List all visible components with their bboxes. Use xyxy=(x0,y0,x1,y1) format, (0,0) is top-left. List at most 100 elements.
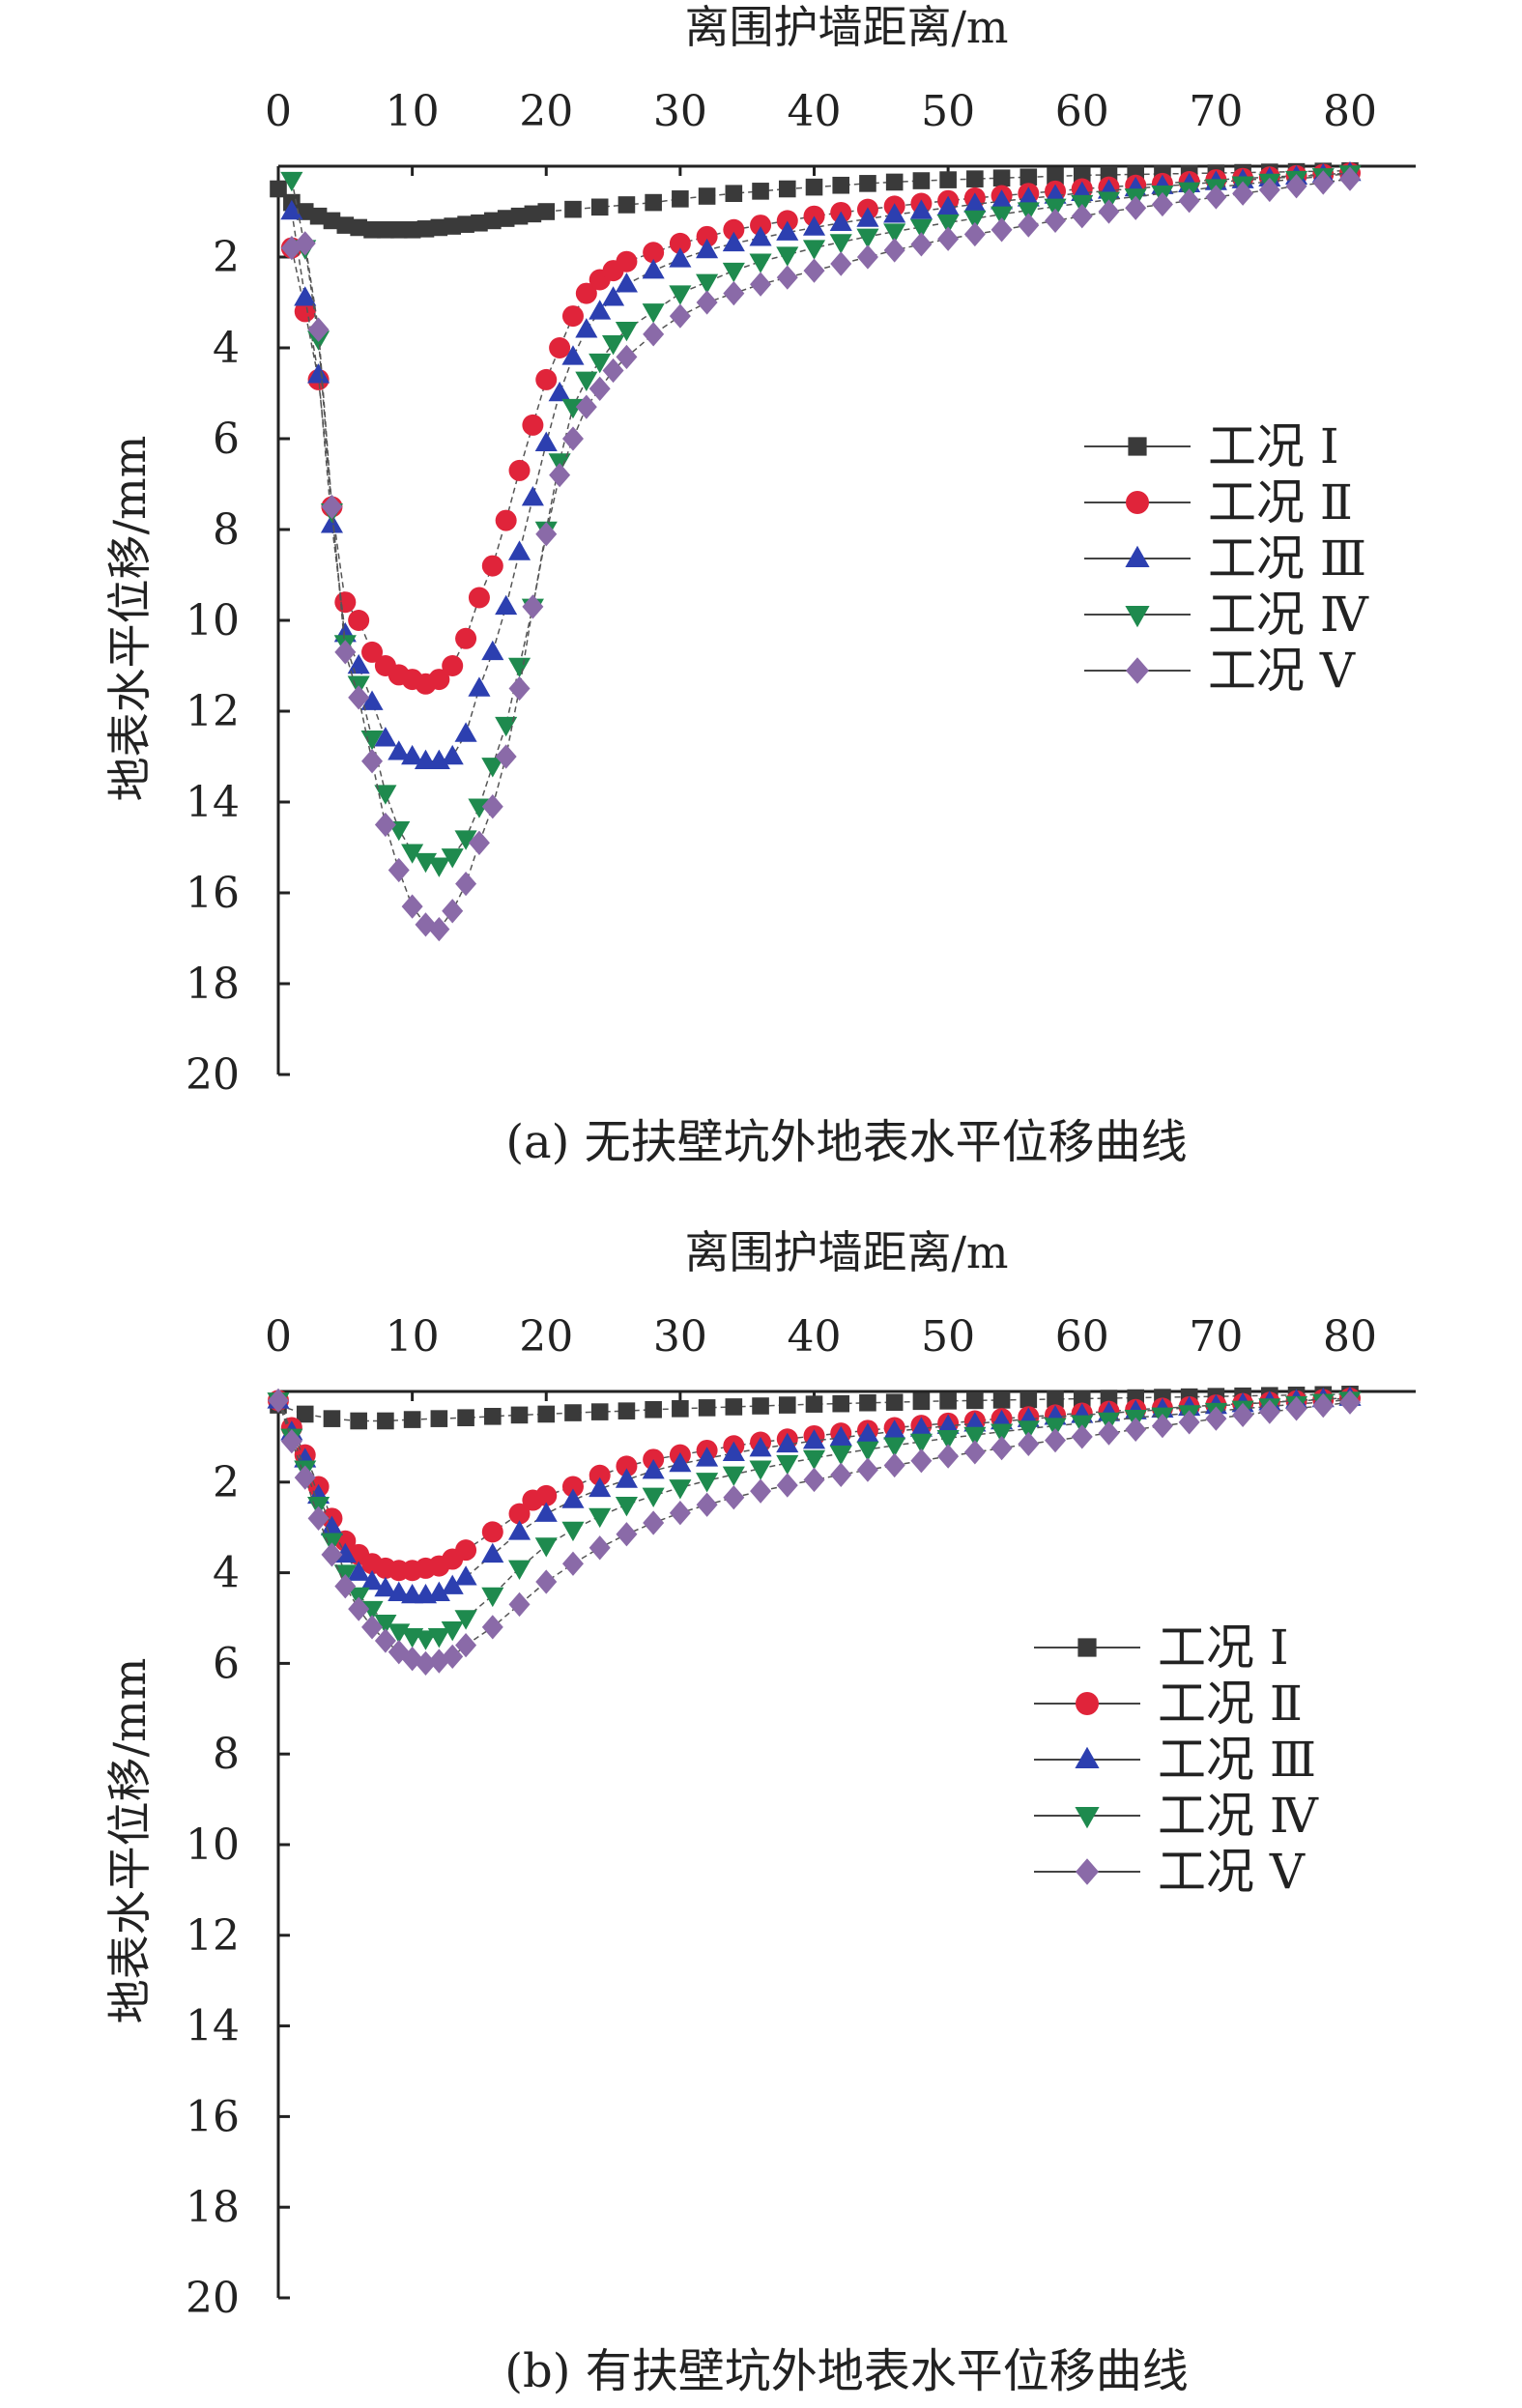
legend-label: 工况 Ⅲ xyxy=(1158,1732,1316,1788)
data-point xyxy=(912,1392,931,1411)
legend-item: 工况 Ⅱ xyxy=(1084,474,1353,530)
data-point xyxy=(508,675,531,702)
data-point xyxy=(1017,186,1040,207)
data-point xyxy=(669,247,692,268)
legend-marker xyxy=(1075,1746,1100,1768)
data-point xyxy=(939,171,957,188)
x-tick-label: 10 xyxy=(386,1312,440,1362)
data-point xyxy=(484,212,502,230)
data-point xyxy=(643,1510,665,1535)
data-point xyxy=(521,486,544,506)
data-point xyxy=(776,220,799,241)
data-point xyxy=(401,894,423,919)
legend-marker xyxy=(1076,1692,1099,1715)
legend-label: 工况 Ⅳ xyxy=(1208,587,1369,643)
data-point xyxy=(991,217,1013,243)
data-point xyxy=(336,216,355,234)
data-point xyxy=(696,238,719,259)
legend-item: 工况 Ⅱ xyxy=(1034,1676,1303,1732)
x-tick-label: 0 xyxy=(265,1312,292,1362)
data-point xyxy=(1098,199,1120,224)
data-point xyxy=(615,321,638,342)
data-point xyxy=(1178,188,1200,214)
data-point xyxy=(361,749,384,774)
data-point xyxy=(280,199,303,220)
data-point xyxy=(307,1505,330,1531)
data-point xyxy=(549,462,571,488)
data-point xyxy=(1339,166,1361,191)
legend-label: 工况 Ⅲ xyxy=(1208,530,1366,587)
data-point xyxy=(936,215,960,235)
data-point xyxy=(534,1502,558,1522)
data-point xyxy=(859,1393,876,1412)
data-point xyxy=(321,1542,343,1567)
data-point xyxy=(615,1468,638,1488)
y-tick-label: 14 xyxy=(186,778,240,827)
data-point xyxy=(696,290,718,315)
data-point xyxy=(495,744,517,769)
data-point xyxy=(1044,1418,1067,1438)
data-point xyxy=(885,1393,904,1412)
data-point xyxy=(320,1515,343,1535)
data-point xyxy=(414,1630,438,1650)
data-point xyxy=(910,1448,933,1474)
data-point xyxy=(602,335,625,356)
data-point xyxy=(776,1454,799,1476)
data-point xyxy=(909,218,933,240)
data-point xyxy=(939,1392,957,1410)
data-point xyxy=(575,282,597,304)
data-point xyxy=(856,244,878,270)
x-tick-label: 20 xyxy=(519,87,573,136)
data-point xyxy=(534,1537,558,1558)
data-point xyxy=(564,200,582,218)
data-point xyxy=(749,1436,772,1457)
data-point xyxy=(1258,177,1280,203)
data-point xyxy=(803,258,825,283)
data-point xyxy=(912,172,931,189)
data-point xyxy=(802,240,826,260)
data-point xyxy=(752,183,769,200)
data-point xyxy=(602,358,624,384)
data-point xyxy=(991,206,1014,226)
data-point xyxy=(992,169,1011,187)
data-point xyxy=(374,727,397,747)
data-point xyxy=(963,221,986,247)
data-point xyxy=(856,1457,878,1482)
y-axis-title: 地表水平位移/mm xyxy=(103,1658,156,2024)
x-tick-label: 60 xyxy=(1055,87,1109,136)
data-point xyxy=(454,1565,477,1586)
data-point xyxy=(963,1412,987,1432)
data-point xyxy=(1071,1424,1093,1449)
data-point xyxy=(441,848,464,869)
chart-caption: (a) 无扶壁坑外地表水平位移曲线 xyxy=(505,1115,1187,1169)
data-point xyxy=(856,1422,879,1443)
data-point xyxy=(723,1485,745,1510)
data-point xyxy=(522,594,544,619)
y-tick-label: 2 xyxy=(213,1458,240,1507)
data-point xyxy=(455,1539,477,1562)
chart-b: 离围护墙距离/m 地表水平位移/mm (b) 有扶壁坑外地表水平位移曲线 0 10… xyxy=(103,1226,1416,2398)
data-point xyxy=(524,205,542,223)
data-point xyxy=(1232,181,1254,206)
data-point xyxy=(1019,1390,1038,1409)
data-point xyxy=(722,262,745,283)
data-point xyxy=(617,1402,636,1419)
data-point xyxy=(441,1574,464,1594)
data-point xyxy=(776,246,799,267)
data-point xyxy=(1125,1417,1147,1443)
legend-item: 工况 Ⅰ xyxy=(1034,1620,1289,1676)
data-point xyxy=(535,1569,558,1594)
data-point xyxy=(361,641,384,663)
data-point xyxy=(296,203,314,220)
legend-marker xyxy=(1126,491,1149,514)
plot-axes: 0 10 20 30 40 50 60 70 80 2 4 6 8 10 12 14 16 18 20 xyxy=(186,87,1416,1100)
data-point xyxy=(802,1429,826,1449)
plot-series xyxy=(270,160,1362,942)
data-point xyxy=(617,196,636,214)
data-point xyxy=(963,1440,986,1465)
data-point xyxy=(615,272,638,293)
x-tick-label: 0 xyxy=(265,87,292,136)
legend-label: 工况 Ⅱ xyxy=(1208,474,1353,530)
